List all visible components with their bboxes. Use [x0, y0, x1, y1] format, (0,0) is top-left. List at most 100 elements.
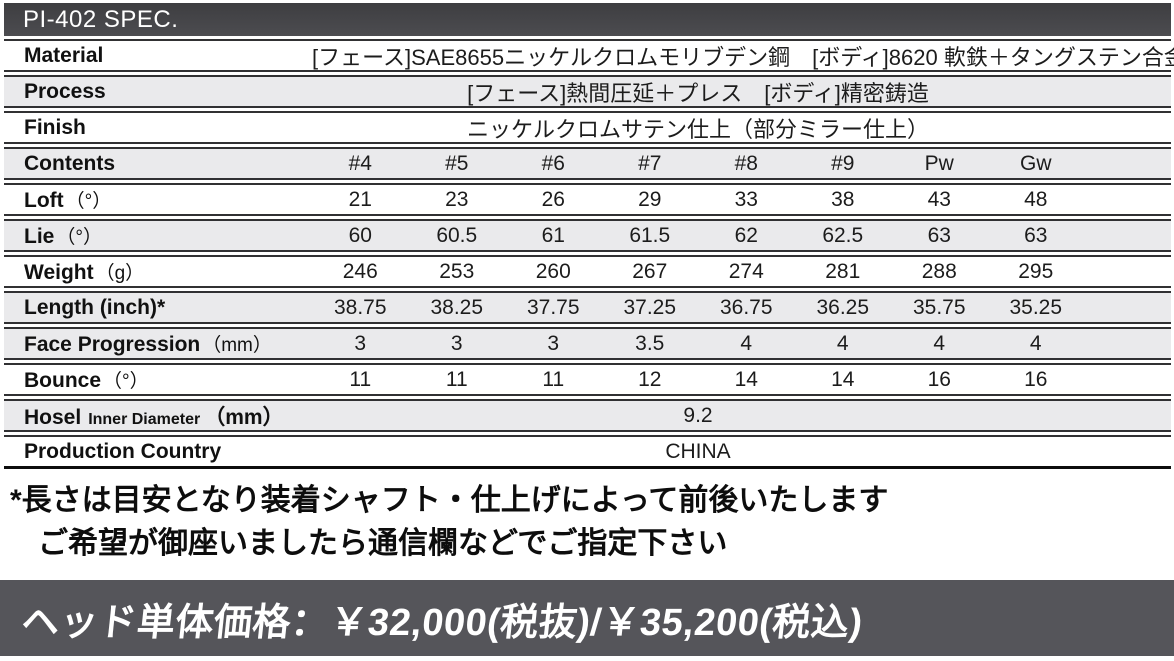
contents-col: #6 — [541, 151, 565, 175]
row-face-progression: Face Progression （mm） 3 3 3 3.5 4 4 4 4 — [4, 327, 1171, 360]
lie-value: 60 — [348, 223, 372, 247]
loft-value: 21 — [348, 187, 372, 211]
face-progression-value: 3 — [547, 331, 560, 355]
hosel-unit: （mm） — [204, 405, 284, 429]
length-value: 35.25 — [1009, 295, 1063, 319]
contents-col: #8 — [734, 151, 758, 175]
face-progression-value: 3.5 — [635, 331, 665, 355]
bounce-value: 14 — [831, 367, 855, 391]
length-value: 37.25 — [623, 295, 677, 319]
lie-value: 61 — [541, 223, 565, 247]
length-value: 38.25 — [430, 295, 484, 319]
contents-col: #7 — [638, 151, 662, 175]
contents-col: #4 — [348, 151, 372, 175]
weight-value: 281 — [825, 259, 861, 283]
lie-value: 62 — [734, 223, 758, 247]
length-value: 38.75 — [333, 295, 387, 319]
contents-col: #9 — [831, 151, 855, 175]
contents-col: #5 — [445, 151, 469, 175]
spec-title-bar: PI-402 SPEC. — [4, 3, 1171, 36]
weight-value: 295 — [1018, 259, 1054, 283]
loft-value: 43 — [927, 187, 951, 211]
row-material: Material [フェース]SAE8655ニッケルクロムモリブデン鋼 [ボディ… — [4, 39, 1174, 72]
head-price-text: ヘッド単体価格：￥32,000(税抜)/￥35,200(税込) — [19, 601, 865, 644]
face-progression-value: 4 — [1029, 331, 1042, 355]
row-contents: Contents #4 #5 #6 #7 #8 #9 Pw Gw — [4, 147, 1171, 180]
lie-value: 62.5 — [822, 223, 864, 247]
row-label-production-country: Production Country — [24, 439, 222, 463]
face-progression-value: 4 — [740, 331, 753, 355]
spec-table: Material [フェース]SAE8655ニッケルクロムモリブデン鋼 [ボディ… — [4, 39, 1174, 469]
lie-value: 63 — [1024, 223, 1048, 247]
price-bar: ヘッド単体価格：￥32,000(税抜)/￥35,200(税込) — [0, 580, 1174, 656]
loft-unit: （°） — [65, 191, 112, 212]
face-progression-value: 3 — [354, 331, 367, 355]
row-label-hosel: Hosel Inner Diameter （mm） — [24, 405, 284, 429]
loft-value: 26 — [541, 187, 565, 211]
bounce-unit: （°） — [103, 371, 149, 392]
weight-value: 246 — [342, 259, 378, 283]
spec-title: PI-402 SPEC. — [23, 5, 179, 33]
length-value: 36.25 — [816, 295, 870, 319]
row-label-process: Process — [24, 79, 106, 103]
spec-sheet: PI-402 SPEC. Material [フェース]SAE8655ニッケルク… — [0, 3, 1174, 656]
row-label-contents: Contents — [24, 151, 115, 175]
lie-value: 60.5 — [436, 223, 478, 247]
row-lie: Lie （°） 60 60.5 61 61.5 62 62.5 63 63 — [4, 219, 1171, 252]
footnote-line-1: *長さは目安となり装着シャフト・仕上げによって前後いたします — [10, 484, 889, 517]
bounce-value: 11 — [349, 367, 372, 391]
row-label-length: Length (inch)* — [24, 295, 166, 319]
row-bounce: Bounce （°） 11 11 11 12 14 14 16 16 — [4, 363, 1171, 396]
row-label-material: Material — [24, 43, 104, 67]
lie-value: 61.5 — [629, 223, 671, 247]
face-progression-unit: （mm） — [202, 335, 272, 356]
loft-value: 33 — [734, 187, 758, 211]
production-country-value: CHINA — [665, 439, 731, 463]
bounce-value: 14 — [734, 367, 758, 391]
row-label-bounce: Bounce （°） — [24, 369, 149, 392]
row-hosel: Hosel Inner Diameter （mm） 9.2 — [4, 399, 1171, 432]
loft-value: 48 — [1024, 187, 1048, 211]
footnote-line-2: ご希望が御座いましたら通信欄などでご指定下さい — [38, 527, 728, 560]
face-progression-value: 4 — [836, 331, 849, 355]
loft-value: 38 — [831, 187, 855, 211]
loft-value: 23 — [445, 187, 469, 211]
face-progression-value: 3 — [450, 331, 463, 355]
weight-unit: （g） — [95, 263, 145, 284]
row-length: Length (inch)* 38.75 38.25 37.75 37.25 3… — [4, 291, 1171, 324]
contents-col: Pw — [924, 151, 954, 175]
face-progression-value: 4 — [933, 331, 946, 355]
bounce-value: 11 — [445, 367, 468, 391]
row-label-loft: Loft （°） — [24, 189, 112, 212]
length-value: 35.75 — [912, 295, 966, 319]
weight-value: 288 — [921, 259, 957, 283]
weight-value: 253 — [439, 259, 475, 283]
lie-value: 63 — [927, 223, 951, 247]
weight-value: 274 — [728, 259, 764, 283]
bounce-value: 16 — [927, 367, 951, 391]
row-label-weight: Weight （g） — [24, 261, 145, 284]
row-process: Process [フェース]熱間圧延＋プレス [ボディ]精密鋳造 — [4, 75, 1171, 108]
material-value: [フェース]SAE8655ニッケルクロムモリブデン鋼 [ボディ]8620 軟鉄＋… — [312, 44, 1174, 70]
lie-unit: （°） — [56, 227, 102, 248]
process-value: [フェース]熱間圧延＋プレス [ボディ]精密鋳造 — [467, 80, 929, 106]
length-value: 37.75 — [526, 295, 580, 319]
hosel-value: 9.2 — [683, 403, 713, 427]
row-finish: Finish ニッケルクロムサテン仕上（部分ミラー仕上） — [4, 111, 1171, 144]
loft-value: 29 — [638, 187, 662, 211]
weight-value: 267 — [632, 259, 668, 283]
finish-value: ニッケルクロムサテン仕上（部分ミラー仕上） — [466, 116, 929, 142]
row-weight: Weight （g） 246 253 260 267 274 281 288 29… — [4, 255, 1171, 288]
bounce-value: 12 — [638, 367, 662, 391]
hosel-sublabel: Inner Diameter — [88, 410, 201, 428]
bounce-value: 11 — [542, 367, 565, 391]
contents-col: Gw — [1020, 151, 1052, 175]
row-production-country: Production Country CHINA — [4, 435, 1171, 469]
row-label-face-progression: Face Progression （mm） — [24, 333, 272, 356]
bounce-value: 16 — [1024, 367, 1048, 391]
length-footnote: *長さは目安となり装着シャフト・仕上げによって前後いたします ご希望が御座いまし… — [10, 479, 1174, 565]
length-value: 36.75 — [719, 295, 773, 319]
weight-value: 260 — [535, 259, 571, 283]
row-label-finish: Finish — [24, 115, 86, 139]
row-label-lie: Lie （°） — [24, 225, 102, 248]
